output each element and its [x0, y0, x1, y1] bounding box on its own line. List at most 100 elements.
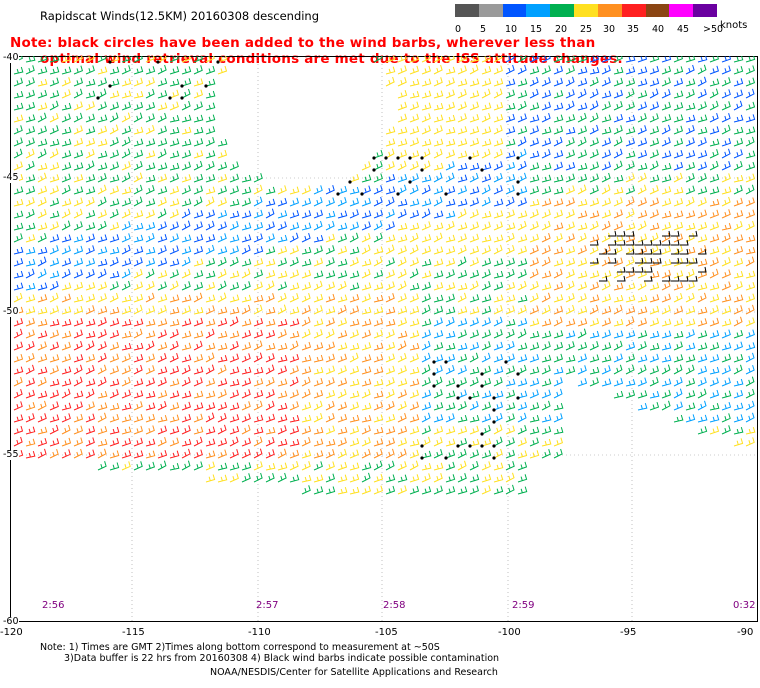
wind-barb	[49, 148, 59, 159]
wind-barb	[349, 294, 360, 303]
legend-label: >50	[703, 24, 724, 35]
contamination-marker	[492, 444, 496, 448]
legend-swatch	[669, 4, 694, 17]
wind-barb	[193, 390, 204, 399]
wind-barb	[49, 210, 60, 219]
wind-barb	[253, 209, 264, 219]
wind-barb	[313, 474, 324, 483]
wind-barb	[745, 114, 756, 123]
wind-barb	[157, 425, 168, 435]
wind-barb	[145, 88, 155, 99]
wind-barb	[229, 414, 240, 423]
wind-barb	[301, 376, 311, 387]
wind-barb	[733, 100, 743, 111]
wind-barb	[601, 172, 611, 183]
wind-barb	[481, 294, 492, 303]
wind-barb	[505, 305, 515, 315]
wind-barb	[625, 389, 636, 399]
wind-barb	[565, 355, 576, 363]
wind-barb	[397, 101, 408, 111]
wind-barb	[457, 486, 468, 495]
wind-barb	[133, 126, 144, 135]
wind-barb	[289, 438, 300, 447]
wind-barb	[721, 233, 731, 243]
wind-barb	[541, 341, 551, 351]
wind-barb	[97, 138, 108, 147]
wind-barb	[529, 150, 540, 159]
wind-barb	[649, 317, 660, 327]
wind-barb	[721, 124, 731, 135]
wind-barb	[85, 257, 96, 267]
wind-barb	[61, 198, 72, 207]
wind-barb	[637, 317, 648, 327]
wind-barb	[589, 173, 599, 183]
longitude-label: -110	[248, 627, 271, 638]
wind-barb	[433, 172, 443, 183]
wind-barb	[421, 65, 432, 75]
wind-barb	[421, 56, 431, 63]
wind-barb	[205, 220, 215, 231]
wind-barb	[541, 112, 551, 123]
wind-barb	[217, 65, 228, 75]
wind-barb	[61, 402, 72, 411]
wind-barb	[25, 329, 35, 339]
wind-barb	[529, 66, 540, 75]
wind-barb	[85, 113, 96, 123]
wind-barb	[25, 89, 36, 99]
wind-barb	[457, 342, 468, 351]
wind-barb	[229, 221, 239, 231]
wind-barb	[613, 56, 623, 63]
wind-barb	[361, 402, 372, 411]
wind-barb	[517, 56, 527, 63]
wind-barb	[361, 244, 371, 255]
wind-barb	[181, 438, 192, 447]
wind-barb	[85, 293, 96, 303]
wind-barb	[481, 425, 491, 435]
wind-barb	[505, 222, 516, 231]
wind-barb	[241, 197, 252, 207]
wind-barb	[145, 209, 155, 219]
wind-barb	[169, 115, 180, 123]
wind-barb	[205, 56, 215, 63]
wind-barb	[469, 438, 480, 447]
wind-barb	[493, 305, 503, 315]
wind-barb	[721, 342, 732, 351]
wind-barb	[697, 137, 707, 147]
wind-barb	[635, 239, 644, 246]
wind-barb	[613, 160, 623, 171]
wind-barb	[193, 270, 204, 279]
wind-barb	[685, 222, 696, 231]
wind-barb	[157, 56, 167, 63]
wind-barb	[253, 304, 263, 315]
wind-barb	[133, 222, 144, 231]
wind-barb	[553, 222, 564, 231]
wind-barb	[25, 185, 36, 195]
wind-barb	[109, 450, 120, 459]
wind-barb	[649, 185, 659, 195]
wind-barb	[433, 148, 443, 159]
wind-barb	[397, 149, 408, 159]
wind-barb	[229, 316, 239, 327]
wind-barb	[433, 425, 444, 435]
wind-barb	[517, 148, 527, 159]
wind-barb	[445, 234, 456, 243]
wind-barb	[169, 66, 180, 75]
legend-label: 15	[530, 24, 543, 35]
wind-barb	[481, 329, 492, 339]
wind-barb	[337, 353, 348, 363]
wind-barb	[608, 248, 617, 255]
wind-barb	[445, 172, 455, 183]
wind-barb	[97, 364, 107, 375]
wind-barb	[625, 208, 635, 219]
wind-barb	[649, 209, 659, 219]
wind-barb	[433, 232, 443, 243]
note-line-1: Note: black circles have been added to t…	[10, 35, 596, 51]
wind-barb	[361, 185, 371, 195]
wind-barb	[73, 269, 83, 279]
wind-barb	[37, 56, 48, 63]
wind-barb	[361, 425, 371, 435]
wind-barb	[421, 102, 432, 111]
contamination-marker	[456, 444, 460, 448]
wind-barb	[661, 186, 672, 195]
wind-barb	[265, 258, 276, 267]
